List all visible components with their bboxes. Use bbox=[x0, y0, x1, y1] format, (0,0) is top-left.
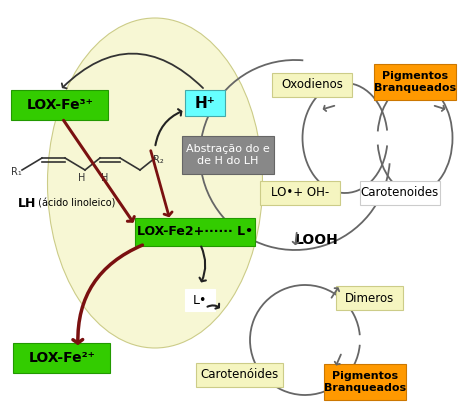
Text: LOX-Fe²⁺: LOX-Fe²⁺ bbox=[28, 351, 95, 365]
Text: LO•+ OH-: LO•+ OH- bbox=[270, 186, 328, 199]
FancyBboxPatch shape bbox=[336, 286, 403, 310]
Text: H: H bbox=[101, 173, 108, 183]
Text: Dimeros: Dimeros bbox=[345, 291, 394, 304]
Text: Carotenóides: Carotenóides bbox=[201, 369, 279, 382]
Text: L•: L• bbox=[192, 293, 207, 306]
FancyBboxPatch shape bbox=[185, 90, 224, 116]
Text: R₁: R₁ bbox=[11, 167, 21, 177]
FancyBboxPatch shape bbox=[182, 136, 274, 174]
FancyBboxPatch shape bbox=[271, 73, 351, 97]
Text: H⁺: H⁺ bbox=[194, 95, 215, 110]
Text: H: H bbox=[78, 173, 85, 183]
Ellipse shape bbox=[47, 18, 262, 348]
Text: (ácido linoleico): (ácido linoleico) bbox=[35, 199, 115, 209]
Text: LOOH: LOOH bbox=[294, 233, 338, 247]
Text: Abstração do e
de H do LH: Abstração do e de H do LH bbox=[186, 144, 269, 166]
Text: LOX-Fe³⁺: LOX-Fe³⁺ bbox=[27, 98, 93, 112]
FancyBboxPatch shape bbox=[13, 343, 110, 373]
Text: Pigmentos
Branqueados: Pigmentos Branqueados bbox=[323, 371, 405, 393]
FancyBboxPatch shape bbox=[11, 90, 108, 120]
FancyBboxPatch shape bbox=[134, 218, 254, 246]
Text: Oxodienos: Oxodienos bbox=[280, 79, 342, 92]
Text: R₂: R₂ bbox=[152, 155, 163, 165]
FancyBboxPatch shape bbox=[196, 363, 283, 387]
Text: LOX-Fe2+······ L•: LOX-Fe2+······ L• bbox=[137, 225, 252, 239]
FancyBboxPatch shape bbox=[185, 289, 214, 311]
Text: Pigmentos
Branqueados: Pigmentos Branqueados bbox=[373, 71, 455, 93]
Text: Carotenoides: Carotenoides bbox=[360, 186, 438, 199]
FancyBboxPatch shape bbox=[373, 64, 455, 100]
FancyBboxPatch shape bbox=[359, 181, 439, 205]
FancyBboxPatch shape bbox=[323, 364, 405, 400]
FancyBboxPatch shape bbox=[259, 181, 339, 205]
Text: LH: LH bbox=[18, 197, 36, 211]
